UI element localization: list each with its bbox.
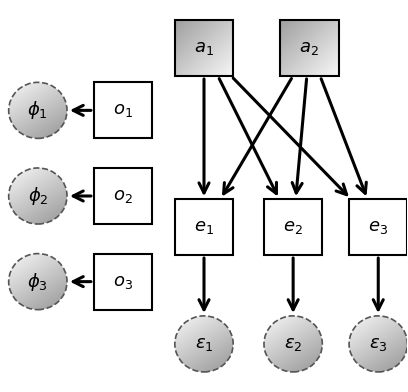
Text: $e_3$: $e_3$ xyxy=(368,218,388,236)
Text: $e_2$: $e_2$ xyxy=(283,218,303,236)
Text: $e_1$: $e_1$ xyxy=(194,218,214,236)
Bar xyxy=(280,20,339,76)
Text: $a_1$: $a_1$ xyxy=(194,39,214,57)
Bar xyxy=(94,168,152,224)
Text: $o_2$: $o_2$ xyxy=(113,187,133,205)
Text: $o_1$: $o_1$ xyxy=(113,102,133,120)
Bar xyxy=(349,199,408,255)
Text: $o_3$: $o_3$ xyxy=(113,272,133,290)
Bar xyxy=(94,82,152,138)
Text: $\varepsilon_2$: $\varepsilon_2$ xyxy=(284,335,302,353)
Text: $\phi_3$: $\phi_3$ xyxy=(27,270,48,293)
Text: $\phi_1$: $\phi_1$ xyxy=(27,99,48,122)
Bar xyxy=(264,199,322,255)
Bar xyxy=(175,199,233,255)
Bar xyxy=(94,254,152,310)
Text: $\varepsilon_3$: $\varepsilon_3$ xyxy=(369,335,388,353)
Text: $\phi_2$: $\phi_2$ xyxy=(28,185,48,207)
Text: $a_2$: $a_2$ xyxy=(299,39,319,57)
Text: $\varepsilon_1$: $\varepsilon_1$ xyxy=(195,335,213,353)
Bar xyxy=(175,20,233,76)
